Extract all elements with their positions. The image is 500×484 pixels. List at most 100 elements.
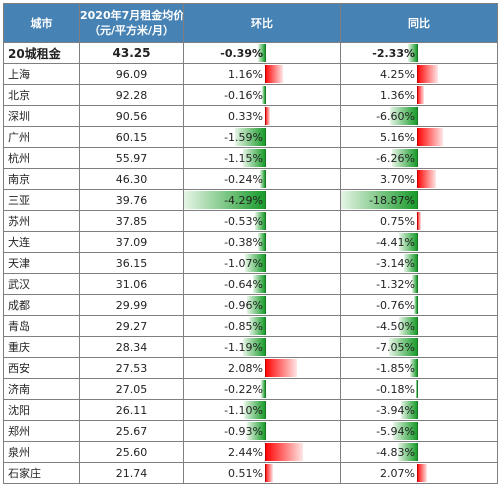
mom-databar: [246, 296, 265, 314]
table-row: 郑州 25.67 -0.93% -5.94%: [3, 420, 498, 442]
rent-cell: 29.27: [79, 315, 184, 337]
mom-value: -0.93%: [224, 424, 263, 438]
mom-axis-line: [265, 44, 266, 62]
rent-cell: 26.11: [79, 399, 184, 421]
table-row: 苏州 37.85 -0.53% 0.75%: [3, 210, 498, 232]
yoy-axis-line: [417, 170, 418, 188]
yoy-value: -2.33%: [372, 46, 415, 60]
yoy-axis-line: [417, 380, 418, 398]
city-cell: 沈阳: [3, 399, 80, 421]
mom-cell: -1.59%: [183, 126, 341, 148]
yoy-axis-line: [417, 65, 418, 83]
yoy-cell: -4.50%: [340, 315, 498, 337]
mom-axis-line: [265, 317, 266, 335]
mom-value: -0.38%: [224, 235, 263, 249]
yoy-axis-line: [417, 212, 418, 230]
mom-axis-line: [265, 86, 266, 104]
yoy-databar: [407, 44, 417, 62]
mom-cell: -4.29%: [183, 189, 341, 211]
yoy-cell: -6.26%: [340, 147, 498, 169]
table-row: 上海 96.09 1.16% 4.25%: [3, 63, 498, 85]
table-row: 天津 36.15 -1.07% -3.14%: [3, 252, 498, 274]
mom-axis-line: [265, 128, 266, 146]
yoy-cell: -1.32%: [340, 273, 498, 295]
city-cell: 重庆: [3, 336, 80, 358]
yoy-value: 5.16%: [380, 130, 415, 144]
city-cell: 北京: [3, 84, 80, 106]
yoy-databar: [409, 359, 417, 377]
header-rent-line2: （元/平方米/月）: [88, 24, 175, 37]
mom-databar: [265, 464, 273, 482]
yoy-value: -18.87%: [369, 193, 415, 207]
yoy-axis-line: [417, 254, 418, 272]
city-cell: 大连: [3, 231, 80, 253]
yoy-cell: -3.14%: [340, 252, 498, 274]
mom-value: -1.15%: [224, 151, 263, 165]
yoy-cell: -2.33%: [340, 42, 498, 64]
yoy-value: -3.94%: [376, 403, 415, 417]
rent-cell: 29.99: [79, 294, 184, 316]
mom-databar: [242, 338, 265, 356]
mom-cell: -0.38%: [183, 231, 341, 253]
yoy-cell: -0.76%: [340, 294, 498, 316]
table-row: 青岛 29.27 -0.85% -4.50%: [3, 315, 498, 337]
yoy-cell: 1.36%: [340, 84, 498, 106]
table-row: 石家庄 21.74 0.51% 2.07%: [3, 462, 498, 484]
mom-databar: [247, 422, 265, 440]
city-cell: 上海: [3, 63, 80, 85]
yoy-axis-line: [417, 149, 418, 167]
yoy-databar: [417, 65, 439, 83]
mom-databar: [248, 317, 265, 335]
table-row: 三亚 39.76 -4.29% -18.87%: [3, 189, 498, 211]
yoy-axis-line: [417, 401, 418, 419]
yoy-value: 4.25%: [380, 67, 415, 81]
mom-cell: -0.16%: [183, 84, 341, 106]
rent-cell: 46.30: [79, 168, 184, 190]
yoy-value: -4.41%: [376, 235, 415, 249]
yoy-cell: -4.83%: [340, 441, 498, 463]
mom-cell: -0.64%: [183, 273, 341, 295]
mom-axis-line: [265, 464, 266, 482]
city-cell: 20城租金: [3, 42, 80, 64]
mom-databar: [244, 254, 265, 272]
mom-value: -0.53%: [224, 214, 263, 228]
yoy-cell: 5.16%: [340, 126, 498, 148]
city-cell: 三亚: [3, 189, 80, 211]
header-city: 城市: [3, 3, 80, 43]
yoy-databar: [393, 422, 417, 440]
rent-cell: 21.74: [79, 462, 184, 484]
header-rent: 2020年7月租金均价 （元/平方米/月）: [79, 3, 184, 43]
rent-cell: 27.05: [79, 378, 184, 400]
table-row: 南京 46.30 -0.24% 3.70%: [3, 168, 498, 190]
city-cell: 南京: [3, 168, 80, 190]
yoy-databar: [341, 191, 417, 209]
rent-table: 城市 2020年7月租金均价 （元/平方米/月） 环比 同比 20城租金 43.2…: [3, 3, 498, 484]
mom-value: -0.96%: [224, 298, 263, 312]
table-row: 成都 29.99 -0.96% -0.76%: [3, 294, 498, 316]
rent-cell: 90.56: [79, 105, 184, 127]
mom-axis-line: [265, 380, 266, 398]
mom-value: -0.39%: [220, 46, 263, 60]
mom-value: 2.08%: [228, 361, 263, 375]
mom-cell: 0.51%: [183, 462, 341, 484]
yoy-databar: [401, 401, 417, 419]
mom-cell: -1.15%: [183, 147, 341, 169]
city-cell: 郑州: [3, 420, 80, 442]
table-row: 武汉 31.06 -0.64% -1.32%: [3, 273, 498, 295]
mom-value: 0.33%: [228, 109, 263, 123]
table-row: 重庆 28.34 -1.19% -7.05%: [3, 336, 498, 358]
yoy-cell: 4.25%: [340, 63, 498, 85]
city-cell: 西安: [3, 357, 80, 379]
header-yoy: 同比: [340, 3, 498, 43]
mom-databar: [257, 44, 265, 62]
yoy-databar: [417, 86, 424, 104]
rent-cell: 39.76: [79, 189, 184, 211]
rent-cell: 31.06: [79, 273, 184, 295]
mom-cell: 2.44%: [183, 441, 341, 463]
yoy-value: 1.36%: [380, 88, 415, 102]
yoy-cell: -5.94%: [340, 420, 498, 442]
yoy-value: 2.07%: [380, 466, 415, 480]
mom-value: -1.07%: [224, 256, 263, 270]
mom-cell: -1.19%: [183, 336, 341, 358]
yoy-cell: -18.87%: [340, 189, 498, 211]
